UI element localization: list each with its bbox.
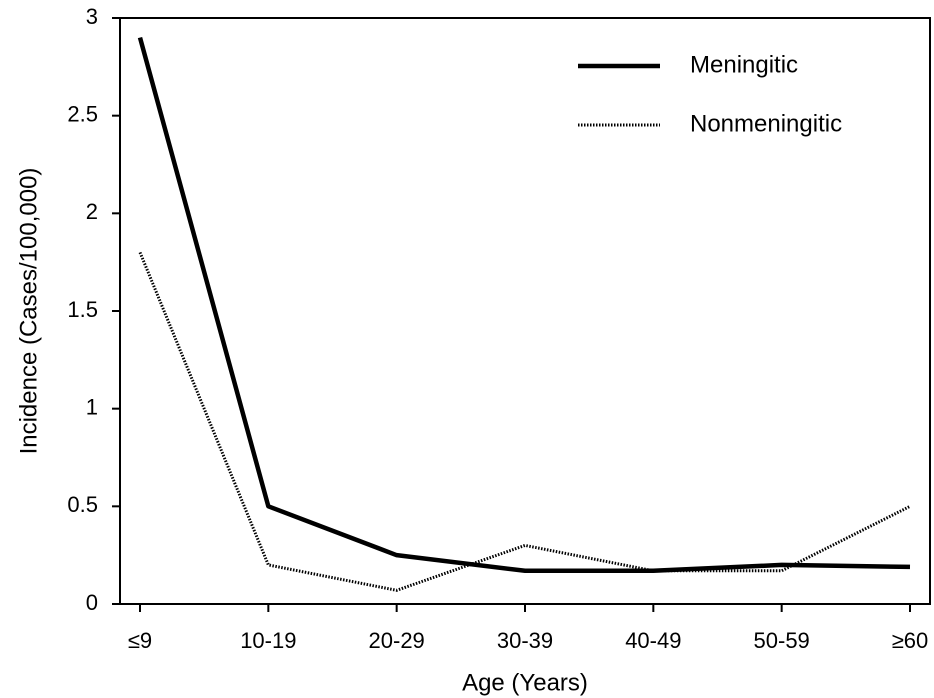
legend-label: Meningitic	[690, 51, 798, 78]
y-tick-label: 2	[86, 199, 98, 224]
series-line	[138, 251, 911, 592]
legend-label: Nonmeningitic	[690, 110, 842, 137]
x-tick-label: 50-59	[754, 628, 810, 653]
y-axis-label: Incidence (Cases/100,000)	[15, 168, 42, 455]
series-line	[137, 36, 911, 574]
x-tick-label: 30-39	[497, 628, 553, 653]
x-tick-label: ≥60	[892, 628, 929, 653]
y-tick-label: 1.5	[67, 297, 98, 322]
y-tick-label: 0.5	[67, 492, 98, 517]
x-tick-label: 10-19	[240, 628, 296, 653]
x-tick-label: 20-29	[369, 628, 425, 653]
y-tick-label: 1	[86, 394, 98, 419]
y-tick-label: 0	[86, 590, 98, 615]
x-tick-label: ≤9	[128, 628, 152, 653]
plot-frame	[119, 17, 931, 605]
y-tick-label: 2.5	[67, 101, 98, 126]
y-tick-label: 3	[86, 4, 98, 29]
x-tick-label: 40-49	[625, 628, 681, 653]
x-axis-label: Age (Years)	[462, 669, 588, 696]
